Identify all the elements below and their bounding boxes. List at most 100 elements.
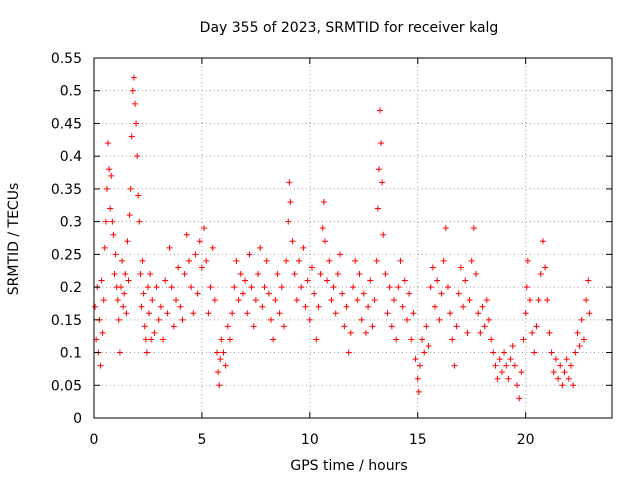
y-tick-label: 0.05 xyxy=(51,378,82,394)
data-point xyxy=(365,303,372,310)
data-point xyxy=(135,192,142,199)
data-point xyxy=(115,316,122,323)
x-tick-label: 5 xyxy=(197,432,206,448)
data-point xyxy=(120,303,127,310)
data-point xyxy=(522,310,529,317)
data-point xyxy=(319,225,326,232)
data-point xyxy=(128,133,135,140)
data-point xyxy=(136,218,143,225)
data-point xyxy=(490,349,497,356)
data-point xyxy=(215,369,222,376)
data-point xyxy=(578,316,585,323)
grid-lines xyxy=(94,58,612,418)
data-point xyxy=(580,336,587,343)
data-point xyxy=(300,244,307,251)
data-point xyxy=(477,329,484,336)
data-point xyxy=(397,257,404,264)
data-point xyxy=(373,257,380,264)
data-point xyxy=(567,362,574,369)
data-point xyxy=(144,284,151,291)
data-point xyxy=(483,297,490,304)
data-point xyxy=(574,329,581,336)
data-point xyxy=(218,336,225,343)
data-point xyxy=(298,284,305,291)
data-point xyxy=(520,336,527,343)
data-point xyxy=(345,349,352,356)
data-point xyxy=(263,257,270,264)
data-point xyxy=(412,356,419,363)
data-point xyxy=(462,277,469,284)
data-point xyxy=(106,166,113,173)
data-point xyxy=(555,375,562,382)
data-point xyxy=(356,271,363,277)
data-point xyxy=(529,329,536,336)
y-tick-label: 0.25 xyxy=(51,247,82,263)
data-point xyxy=(304,277,311,284)
data-point xyxy=(149,297,156,304)
data-point xyxy=(548,349,555,356)
data-point xyxy=(586,310,593,317)
x-axis-title: GPS time / hours xyxy=(290,458,407,474)
data-point xyxy=(125,277,132,284)
data-point xyxy=(514,382,521,389)
data-point xyxy=(531,349,538,356)
data-point xyxy=(126,212,133,219)
data-point xyxy=(544,297,551,304)
data-point xyxy=(343,303,350,310)
data-point xyxy=(233,257,240,264)
data-point xyxy=(99,329,106,336)
data-point xyxy=(492,362,499,369)
data-point xyxy=(160,336,167,343)
data-point xyxy=(114,297,121,304)
data-point xyxy=(386,284,393,291)
data-point xyxy=(533,323,540,330)
data-point xyxy=(122,271,129,277)
data-point xyxy=(511,362,518,369)
data-point xyxy=(321,238,328,245)
data-point xyxy=(129,87,136,94)
data-point xyxy=(270,336,277,343)
data-point xyxy=(110,231,117,238)
data-point xyxy=(132,100,139,107)
data-point xyxy=(350,284,356,291)
data-point xyxy=(121,290,128,297)
y-tick-label: 0.55 xyxy=(51,51,82,67)
data-point xyxy=(559,382,566,389)
data-point xyxy=(468,257,475,264)
data-point xyxy=(98,277,105,284)
data-point xyxy=(151,329,158,336)
y-tick-label: 0.4 xyxy=(60,149,82,165)
data-point xyxy=(410,310,417,317)
data-point xyxy=(429,264,436,271)
data-point xyxy=(339,290,346,297)
data-point xyxy=(123,310,130,317)
data-point xyxy=(406,290,413,297)
data-point xyxy=(376,107,383,114)
data-point xyxy=(101,244,108,251)
data-point xyxy=(546,329,553,336)
data-point xyxy=(557,362,564,369)
data-point xyxy=(457,264,464,271)
data-point xyxy=(485,316,492,323)
data-point xyxy=(315,303,322,310)
data-point xyxy=(179,316,186,323)
data-point xyxy=(146,310,153,317)
data-point xyxy=(537,271,544,277)
data-point xyxy=(455,290,462,297)
data-point xyxy=(207,284,214,291)
data-point xyxy=(302,303,309,310)
y-tick-label: 0.5 xyxy=(60,84,82,100)
data-point xyxy=(375,166,382,173)
data-point xyxy=(382,271,389,277)
data-point xyxy=(470,225,477,232)
data-point xyxy=(296,257,303,264)
data-point xyxy=(285,218,292,225)
data-point xyxy=(92,303,99,310)
data-point xyxy=(395,284,402,291)
data-point xyxy=(464,329,471,336)
data-point xyxy=(378,140,385,147)
data-point xyxy=(379,179,386,186)
data-point xyxy=(337,251,344,258)
data-point xyxy=(308,264,315,271)
data-point xyxy=(246,251,253,258)
